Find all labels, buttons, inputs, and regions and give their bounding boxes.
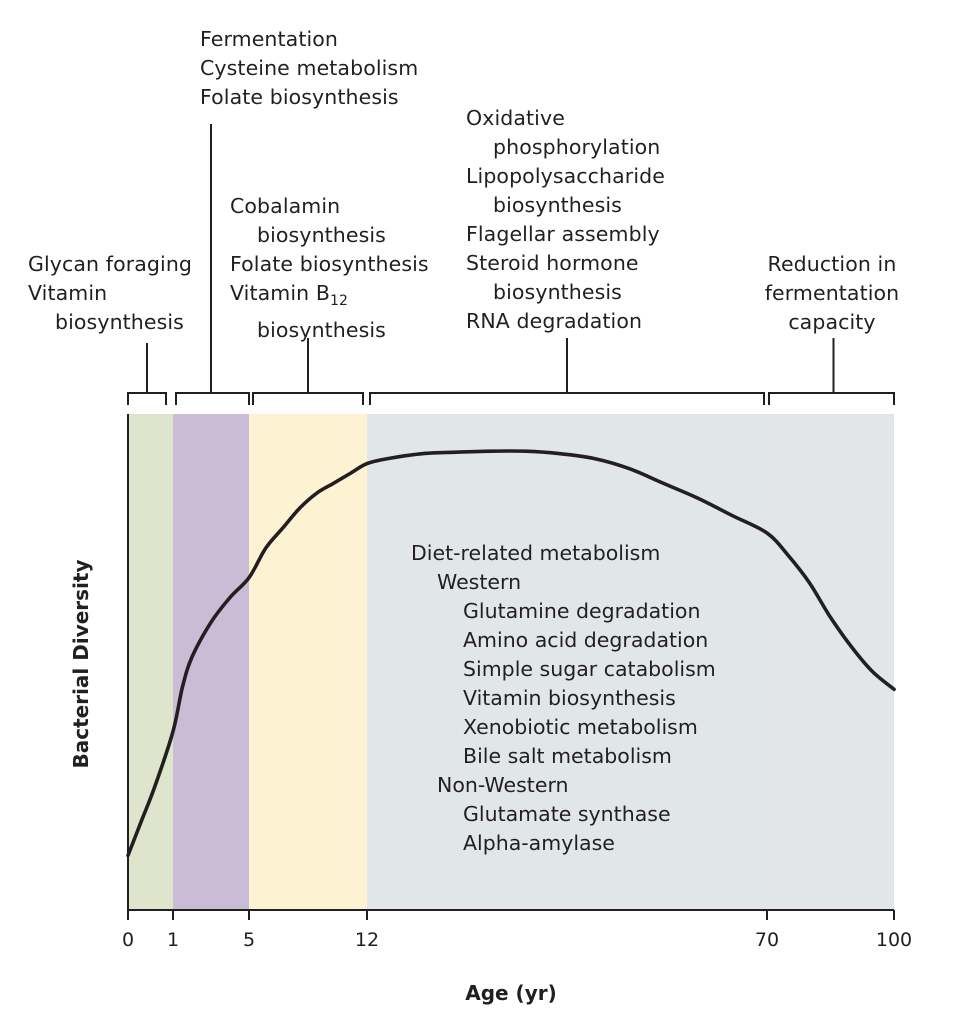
stage-band-2	[249, 414, 367, 910]
stage-brackets	[127, 124, 895, 405]
x-tick-label: 5	[243, 929, 255, 951]
annotation-line: Diet-related metabolism	[411, 541, 661, 565]
stage-label-line: phosphorylation	[493, 135, 661, 159]
stage-label-line: Glycan foraging	[28, 252, 193, 276]
stage-label-line: Cobalamin	[230, 194, 341, 218]
stage-label-line: Steroid hormone	[466, 251, 639, 275]
x-ticks: 0 1 5 12 70 100	[122, 910, 912, 951]
stage-label-line: Oxidative	[466, 106, 565, 130]
stage-label-line: biosynthesis	[493, 280, 622, 304]
stage-bracket-0	[127, 343, 167, 405]
x-tick-label: 1	[167, 929, 179, 951]
stage-label-line: Lipopolysaccharide	[466, 164, 665, 188]
stage-band-0	[128, 414, 173, 910]
stage-label-line: fermentation	[764, 281, 900, 305]
annotation-line: Non-Western	[437, 773, 569, 797]
x-axis-title: Age (yr)	[465, 981, 557, 1005]
annotation-line: Bile salt metabolism	[463, 744, 672, 768]
stage-bracket-1	[175, 124, 250, 405]
x-tick-label: 100	[876, 929, 912, 951]
annotation-line: Glutamate synthase	[463, 802, 671, 826]
stage-label-line: biosynthesis	[493, 193, 622, 217]
annotation-line: Simple sugar catabolism	[463, 657, 716, 681]
stage-label-line: Vitamin	[28, 281, 108, 305]
stage-band-3	[367, 414, 767, 910]
stage-label-line: Fermentation	[200, 27, 338, 51]
annotation-line: Xenobiotic metabolism	[463, 715, 698, 739]
stage-bracket-4	[768, 338, 895, 405]
diversity-curve	[126, 449, 896, 858]
stage-label-line: Folate biosynthesis	[200, 85, 399, 109]
stage-label-3: Oxidative phosphorylation Lipopolysacchari…	[466, 104, 665, 336]
diet-annotation: Diet-related metabolism Western Glutamine …	[411, 539, 716, 858]
stage-label-line: capacity	[788, 310, 876, 334]
stage-label-line: Cysteine metabolism	[200, 56, 419, 80]
stage-label-line: Flagellar assembly	[466, 222, 660, 246]
annotation-line: Alpha-amylase	[463, 831, 615, 855]
stage-band-4	[767, 414, 894, 910]
stage-label-line: Vitamin B12	[230, 281, 349, 310]
stage-label-line: biosynthesis	[55, 310, 184, 334]
stage-bracket-2	[252, 338, 364, 405]
annotation-line: Glutamine degradation	[463, 599, 701, 623]
subscript: 12	[330, 293, 349, 310]
annotation-line: Western	[437, 570, 522, 594]
stage-label-line: biosynthesis	[257, 223, 386, 247]
x-tick-label: 0	[122, 929, 134, 951]
stage-label-4: Reduction in fermentation capacity	[760, 250, 904, 337]
x-tick-label: 70	[755, 929, 779, 951]
annotation-line: Amino acid degradation	[463, 628, 709, 652]
stage-band-1	[173, 414, 249, 910]
annotation-line: Vitamin biosynthesis	[463, 686, 676, 710]
stage-label-line: Reduction in	[767, 252, 897, 276]
stage-label-line: Folate biosynthesis	[230, 252, 429, 276]
stage-label-line: RNA degradation	[466, 309, 643, 333]
stage-label-2: Cobalamin biosynthesis Folate biosynthesis…	[230, 192, 429, 345]
y-axis-title: Bacterial Diversity	[69, 559, 93, 768]
stage-label-1: Fermentation Cysteine metabolism Folate bi…	[200, 25, 418, 112]
stage-label-line: biosynthesis	[257, 318, 386, 343]
stage-bands	[128, 414, 894, 910]
stage-bracket-3	[369, 338, 765, 405]
x-tick-label: 12	[355, 929, 379, 951]
stage-label-0: Glycan foraging Vitamin biosynthesis	[28, 250, 192, 337]
